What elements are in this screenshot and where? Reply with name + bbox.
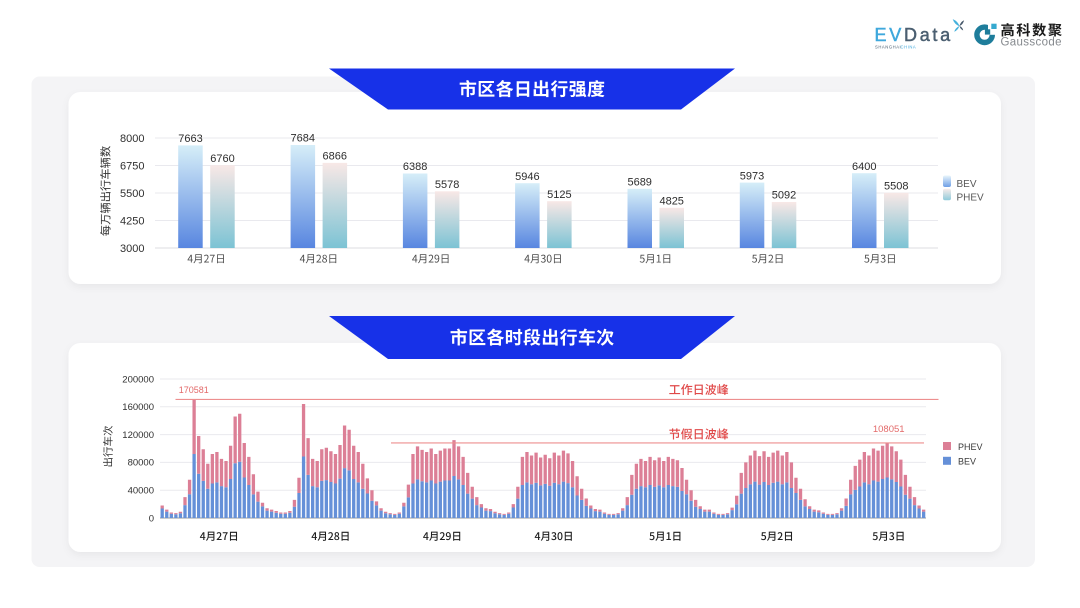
svg-text:Gausscode: Gausscode — [1001, 36, 1062, 48]
svg-text:SHANGHAI: SHANGHAI — [875, 44, 901, 49]
svg-text:7684: 7684 — [291, 133, 315, 145]
svg-text:4250: 4250 — [120, 215, 144, 227]
svg-text:80000: 80000 — [128, 458, 154, 469]
svg-text:5578: 5578 — [435, 179, 459, 191]
svg-text:6866: 6866 — [323, 151, 347, 163]
svg-text:170581: 170581 — [179, 385, 209, 395]
svg-text:BEV: BEV — [957, 179, 977, 190]
svg-text:6400: 6400 — [852, 161, 876, 173]
svg-text:PHEV: PHEV — [957, 192, 985, 203]
svg-text:40000: 40000 — [128, 486, 154, 497]
svg-text:5500: 5500 — [120, 188, 144, 200]
svg-text:EV: EV — [875, 25, 904, 45]
svg-text:120000: 120000 — [122, 430, 154, 441]
svg-text:6750: 6750 — [120, 160, 144, 172]
svg-text:0: 0 — [149, 513, 154, 524]
svg-text:CHINA: CHINA — [901, 44, 917, 49]
svg-text:5946: 5946 — [515, 171, 539, 183]
svg-text:5973: 5973 — [740, 170, 764, 182]
svg-text:PHEV: PHEV — [958, 442, 983, 452]
svg-text:5508: 5508 — [884, 181, 908, 193]
svg-text:6760: 6760 — [210, 153, 234, 165]
svg-text:Data: Data — [904, 25, 953, 45]
svg-text:108051: 108051 — [873, 424, 905, 435]
svg-text:BEV: BEV — [958, 457, 976, 467]
svg-text:4825: 4825 — [659, 196, 683, 208]
svg-text:8000: 8000 — [120, 133, 144, 145]
svg-text:6388: 6388 — [403, 161, 427, 173]
svg-text:3000: 3000 — [120, 243, 144, 255]
svg-text:5092: 5092 — [772, 190, 796, 202]
svg-text:160000: 160000 — [122, 402, 154, 413]
svg-text:5689: 5689 — [627, 177, 651, 189]
svg-text:5125: 5125 — [547, 189, 571, 201]
svg-text:7663: 7663 — [178, 133, 202, 145]
svg-text:200000: 200000 — [122, 374, 154, 385]
